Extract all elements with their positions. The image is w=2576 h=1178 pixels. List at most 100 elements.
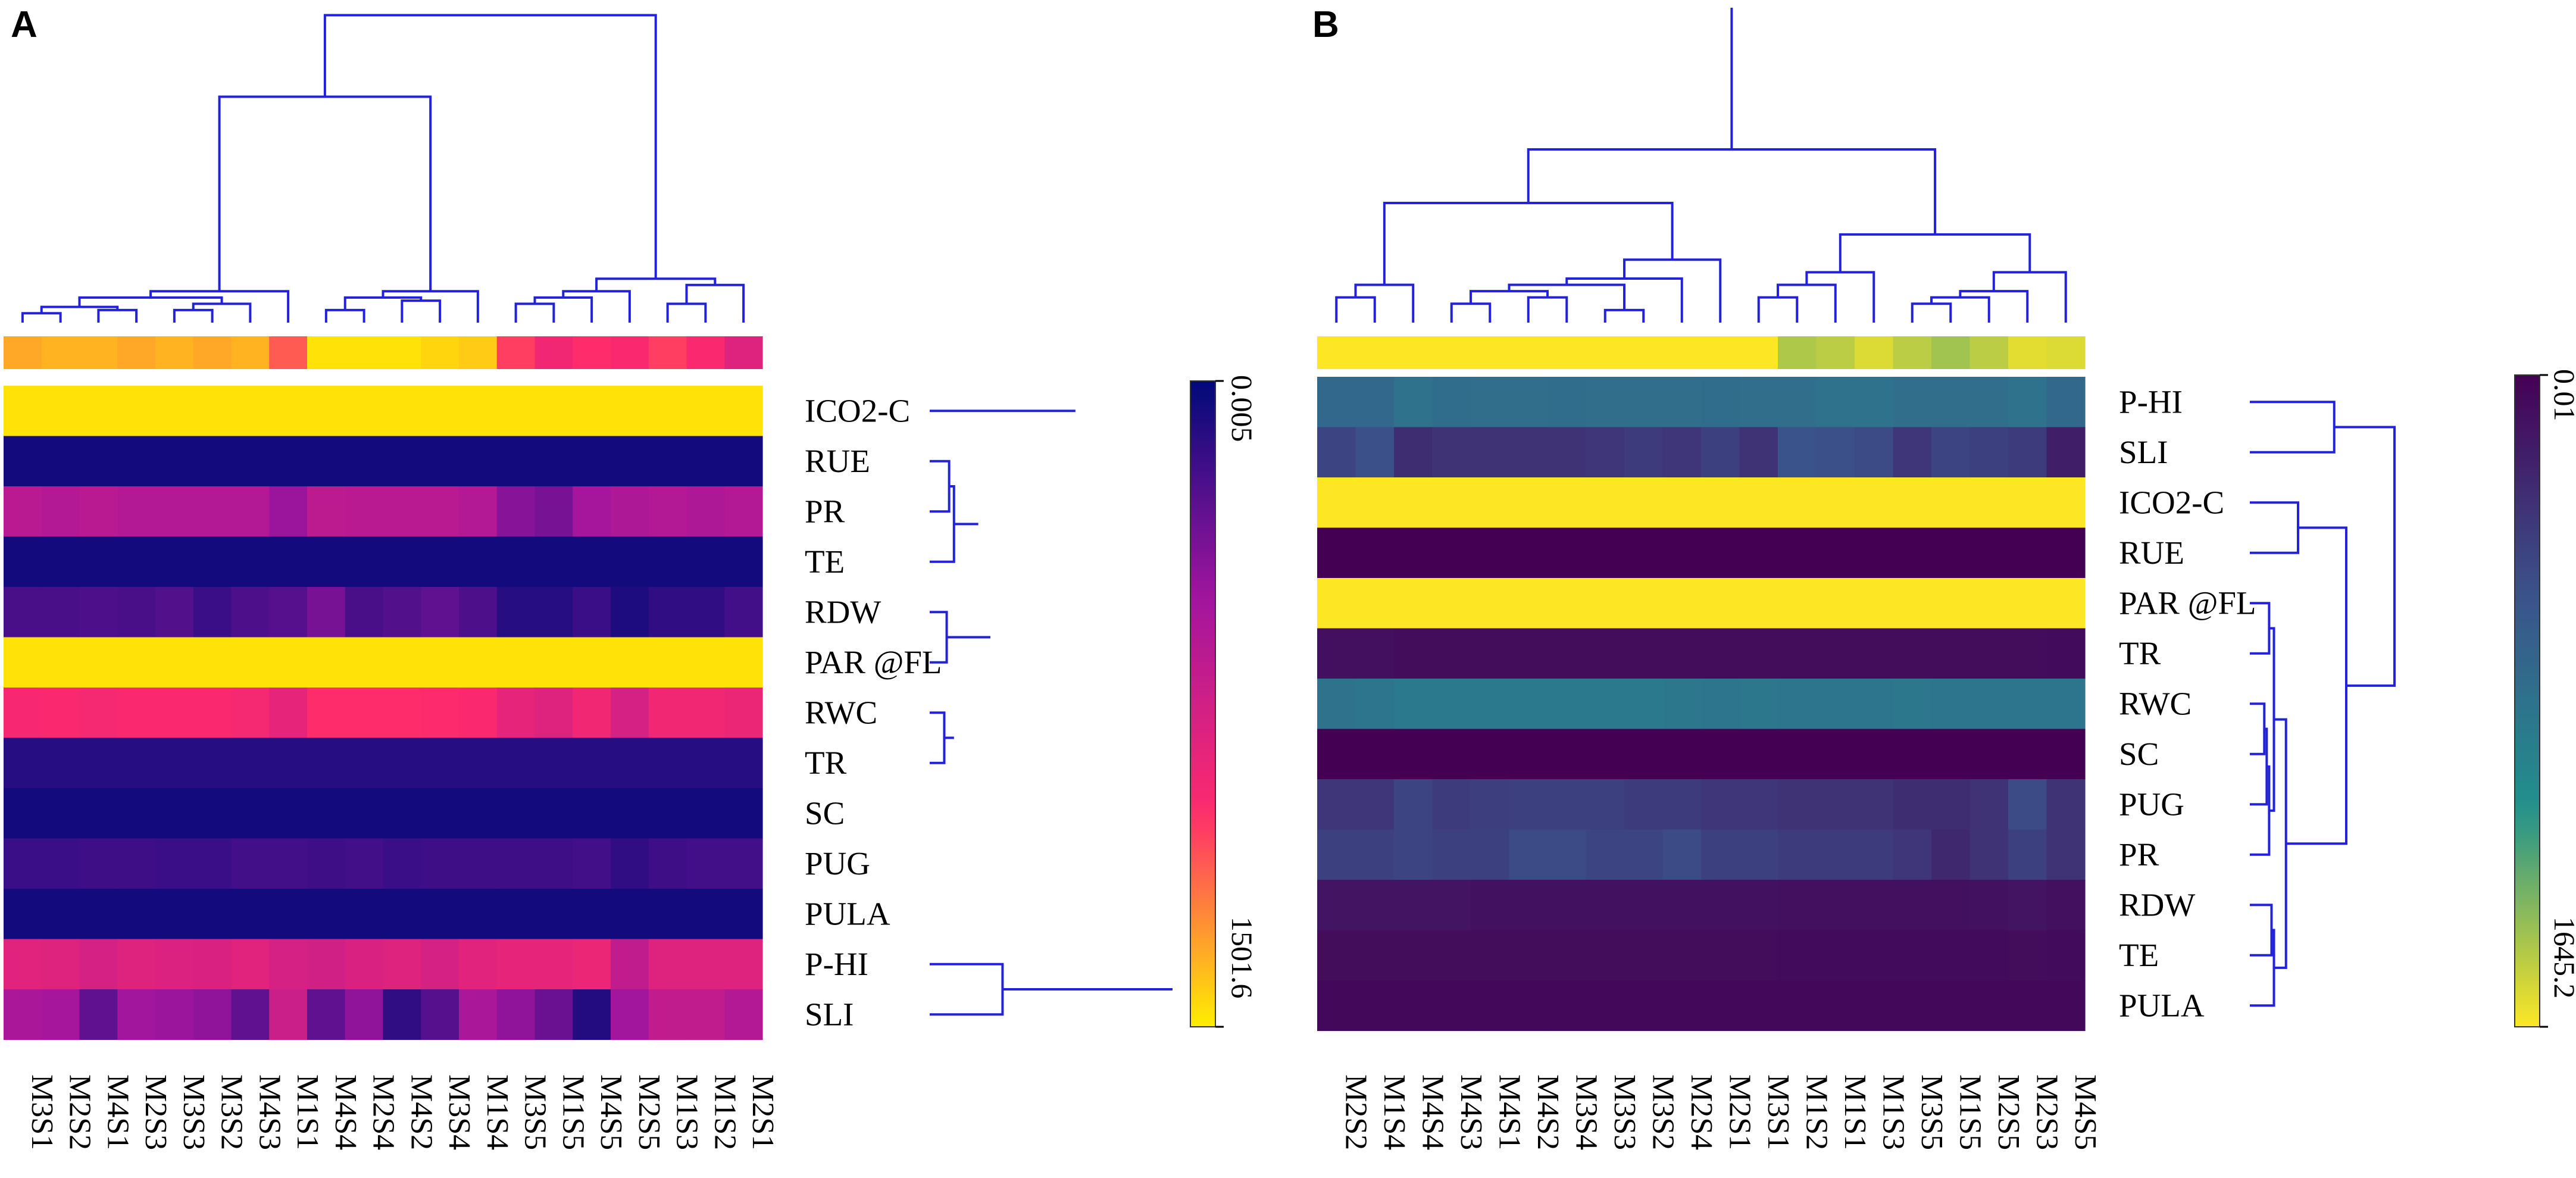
heatmap-cell [231,989,270,1040]
annotation-cell [1931,336,1971,369]
dendrogram-branch [2286,526,2347,845]
column-label: M2S2 [63,1074,97,1150]
heatmap-cell [534,536,573,588]
heatmap-cell [155,889,194,940]
column-label: M3S4 [442,1074,476,1150]
heatmap-cell [1893,980,1932,1032]
heatmap-cell [534,587,573,638]
heatmap-cell [421,788,459,839]
heatmap-cell [117,939,156,990]
heatmap-cell [1586,679,1625,730]
heatmap-cell [1394,377,1433,428]
heatmap-cell [1355,880,1395,931]
heatmap-cell [1586,377,1625,428]
heatmap-cell [1931,477,1971,529]
heatmap-cell [1432,980,1471,1032]
heatmap-cell [79,889,118,940]
heatmap-cell [686,989,725,1040]
heatmap-cell [1855,527,1894,579]
heatmap-cell [496,587,536,638]
annotation-cell [269,336,308,369]
heatmap-cell [1855,779,1894,830]
panel-a-row-labels: ICO2-C RUE PR TE RDW PAR @FL RWC TR SC PUG PULA P-H… [805,392,942,1032]
colorbar-top-label: 0.01 [2548,369,2576,421]
heatmap-cell [41,386,80,437]
row-label: PR [805,493,845,529]
heatmap-cell [573,889,611,940]
heatmap-cell [724,738,763,789]
heatmap-cell [648,486,687,538]
column-label: M4S5 [2068,1074,2102,1150]
heatmap-cell [1471,930,1510,981]
heatmap-cell [1739,527,1778,579]
panel-a-colorbar: 0.005 1501.6 [1190,375,1259,1028]
annotation-cell [117,336,156,369]
heatmap-cell [193,486,232,538]
heatmap-cell [1317,729,1356,780]
heatmap-cell [1355,377,1395,428]
annotation-cell [611,336,649,369]
heatmap-cell [345,738,384,789]
dendrogram-branch [1623,258,1722,323]
heatmap-cell [117,738,156,789]
heatmap-cell [686,436,725,487]
heatmap-cell [534,637,573,688]
dendrogram-branch [2250,501,2299,554]
heatmap-cell [155,637,194,688]
heatmap-cell [1701,578,1740,629]
heatmap-cell [2046,377,2086,428]
heatmap-cell [1317,527,1356,579]
column-label: M4S4 [329,1074,362,1150]
heatmap-cell [1855,930,1894,981]
dendrogram-branch [930,711,946,764]
annotation-cell [1778,336,1817,369]
heatmap-cell [1969,578,2009,629]
heatmap-cell [4,788,42,839]
heatmap-cell [1893,729,1932,780]
heatmap-cell [41,788,80,839]
column-label: M2S5 [632,1074,666,1150]
row-label: SLI [805,996,854,1032]
heatmap-cell [686,688,725,739]
heatmap-cell [1432,377,1471,428]
heatmap-cell [1931,578,1971,629]
heatmap-cell [534,889,573,940]
heatmap-cell [1548,729,1587,780]
dendrogram-branch [930,485,955,563]
heatmap-cell [1931,829,1971,880]
heatmap-cell [573,536,611,588]
annotation-cell [2008,336,2047,369]
heatmap-cell [1662,628,1702,679]
heatmap-cell [1432,578,1471,629]
dendrogram-branch [192,302,252,323]
heatmap-cell [648,939,687,990]
heatmap-cell [648,838,687,889]
heatmap-cell [421,989,459,1040]
heatmap-cell [1432,930,1471,981]
heatmap-cell [1701,880,1740,931]
heatmap-cell [1855,628,1894,679]
dendrogram-branch [2250,929,2275,1007]
heatmap-cell [1509,980,1548,1032]
heatmap-cell [1509,628,1548,679]
heatmap-cell [1855,829,1894,880]
row-label: RUE [2119,535,2184,571]
heatmap-cell [2046,628,2086,679]
column-label: M4S2 [404,1074,438,1150]
heatmap-cell [41,989,80,1040]
heatmap-cell [1778,779,1817,830]
heatmap-cell [155,386,194,437]
heatmap-cell [1739,427,1778,478]
heatmap-cell [231,939,270,990]
heatmap-cell [1471,729,1510,780]
heatmap-cell [1855,427,1894,478]
heatmap-cell [1548,377,1587,428]
heatmap-cell [1701,427,1740,478]
annotation-cell [1394,336,1433,369]
column-label: M1S4 [1377,1074,1411,1150]
heatmap-cell [1893,930,1932,981]
heatmap-cell [79,838,118,889]
heatmap-cell [1931,880,1971,931]
heatmap-cell [155,587,194,638]
heatmap-cell [117,788,156,839]
